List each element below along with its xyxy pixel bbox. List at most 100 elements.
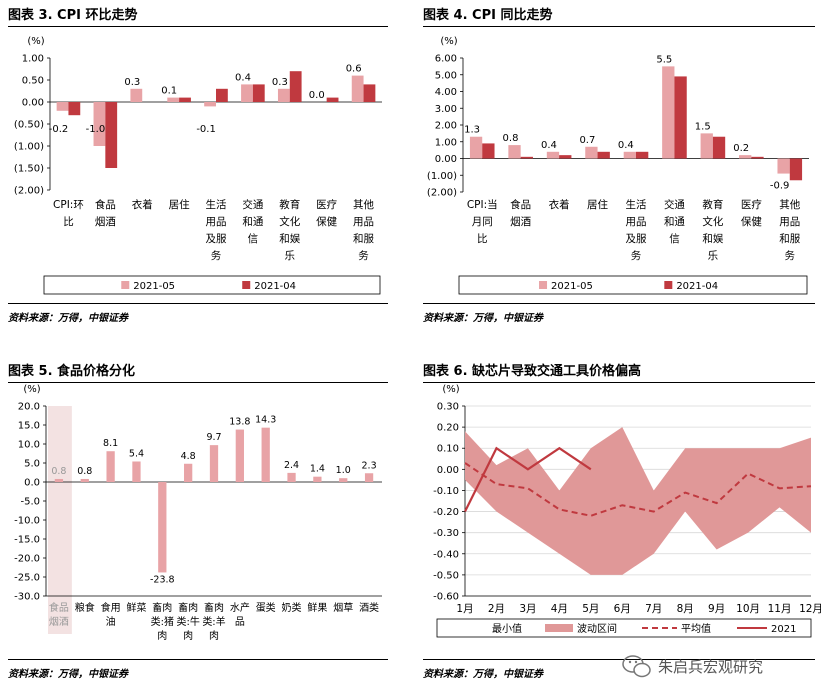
data-label: 0.2 (733, 143, 749, 154)
bar-2021-05 (130, 88, 143, 102)
x-tick-label: 7月 (645, 603, 662, 615)
bar-2021-04 (751, 156, 764, 159)
legend-label: 2021-04 (676, 281, 718, 292)
x-tick-label: 医疗 (316, 198, 337, 211)
legend-swatch-band (545, 624, 573, 632)
chart-source: 资料来源：万得，中银证券 (8, 313, 128, 324)
bar-2021-04 (789, 158, 803, 181)
chart-title: 图表 5. 食品价格分化 (8, 364, 136, 379)
x-tick-label: 及服 (626, 233, 647, 245)
x-tick-label: 畜肉 (178, 601, 198, 614)
y-tick-label: 6.00 (435, 54, 457, 65)
bar (54, 478, 64, 482)
source-rule (423, 659, 815, 660)
chart-source: 资料来源：万得，中银证券 (8, 669, 128, 680)
bar-2021-05 (739, 155, 752, 159)
y-tick-label: 1.00 (435, 137, 457, 148)
data-label: 0.8 (503, 133, 519, 144)
x-tick-label: 肉 (183, 629, 193, 642)
x-tick-label: 12月 (799, 603, 823, 615)
y-tick-label: 5.00 (435, 70, 457, 81)
legend-label: 2021-04 (254, 281, 296, 292)
y-tick-label: 0.00 (437, 465, 459, 476)
x-tick-label: 水产 (230, 601, 250, 614)
x-tick-label: 烟草 (333, 601, 353, 614)
x-tick-label: 保健 (316, 215, 337, 228)
bar-2021-05 (469, 136, 483, 159)
bar-2021-05 (204, 102, 216, 107)
x-tick-label: 类:羊 (202, 615, 225, 628)
x-tick-label: 生活 (206, 198, 227, 211)
bar-2021-05 (167, 97, 180, 102)
x-tick-label: 1月 (456, 603, 473, 615)
x-tick-label: 蛋类 (256, 601, 276, 614)
bar-2021-04 (636, 151, 649, 159)
bar-2021-05 (56, 102, 69, 111)
data-label: 0.6 (346, 64, 362, 75)
y-tick-label: -0.20 (433, 507, 459, 518)
x-tick-label: 和通 (664, 216, 685, 228)
bar (364, 473, 374, 482)
x-tick-label: 烟酒 (49, 615, 69, 628)
bar-2021-04 (68, 102, 81, 116)
bar-2021-04 (326, 97, 339, 102)
y-tick-label: -5.0 (20, 497, 40, 508)
x-tick-label: 奶类 (282, 601, 302, 614)
bar (235, 429, 244, 482)
x-tick-label: 务 (211, 249, 222, 262)
watermark-text: 朱启兵宏观研究 (658, 658, 764, 676)
x-tick-label: 食品 (95, 198, 116, 211)
data-label: -0.9 (770, 181, 790, 192)
y-tick-label: 0.00 (22, 98, 44, 109)
y-tick-label: -25.0 (14, 573, 40, 584)
chart-title: 图表 4. CPI 同比走势 (423, 8, 553, 23)
data-label: 8.1 (103, 438, 118, 449)
range-band (465, 427, 811, 575)
source-rule (8, 303, 388, 304)
x-tick-label: 乐 (708, 250, 719, 262)
panel-transport-prices: 图表 6. 缺芯片导致交通工具价格偏高 (%) 0.30 0.20 0.10 0.00 -… (423, 356, 823, 686)
data-label: 5.5 (656, 54, 672, 65)
y-tick-label: (0.50) (14, 120, 44, 131)
bar-2021-04 (289, 71, 302, 102)
x-tick-label: 居住 (169, 198, 190, 211)
data-label: 0.4 (541, 140, 557, 151)
data-label: -0.1 (196, 124, 216, 135)
legend-label: 最小值 (492, 622, 522, 635)
data-label: 14.3 (255, 415, 276, 426)
x-tick-label: 和娱 (702, 232, 723, 245)
x-tick-label: 食品 (49, 601, 69, 614)
x-tick-label: CPI:当 (467, 198, 498, 211)
x-tick-label: 交通 (664, 198, 685, 211)
legend-swatch (664, 281, 673, 289)
y-tick-label: 15.0 (18, 421, 40, 432)
x-tick-label: 畜肉 (152, 601, 172, 614)
x-tick-label: 及服 (206, 233, 227, 245)
bar (158, 482, 167, 573)
data-label: 1.5 (695, 121, 711, 132)
x-tick-label: 类:牛 (176, 615, 199, 628)
x-tick-label: 文化 (279, 215, 300, 228)
x-tick-label: 用品 (353, 216, 374, 228)
y-tick-label: -0.50 (433, 570, 459, 581)
bar (209, 445, 219, 482)
bar-2021-05 (777, 158, 790, 174)
x-tick-label: 和娱 (279, 232, 300, 245)
x-tick-label: 其他 (779, 198, 800, 211)
data-label: 0.0 (309, 90, 325, 101)
y-tick-label: (1.00) (427, 171, 457, 182)
x-tick-label: 衣着 (549, 198, 570, 211)
legend-label: 平均值 (681, 622, 711, 635)
bar-2021-05 (546, 151, 560, 159)
x-tick-label: 食品 (510, 198, 531, 211)
y-axis-label: (%) (442, 384, 459, 395)
y-tick-label: (1.00) (14, 142, 44, 153)
legend-box (436, 618, 812, 638)
bar-2021-05 (623, 151, 636, 159)
highlight-column (48, 406, 72, 634)
x-tick-label: 6月 (614, 603, 631, 615)
watermark: 朱启兵宏观研究 (618, 652, 818, 684)
data-label: 0.3 (124, 77, 140, 88)
data-label: 0.3 (272, 77, 288, 88)
bar (287, 472, 296, 482)
